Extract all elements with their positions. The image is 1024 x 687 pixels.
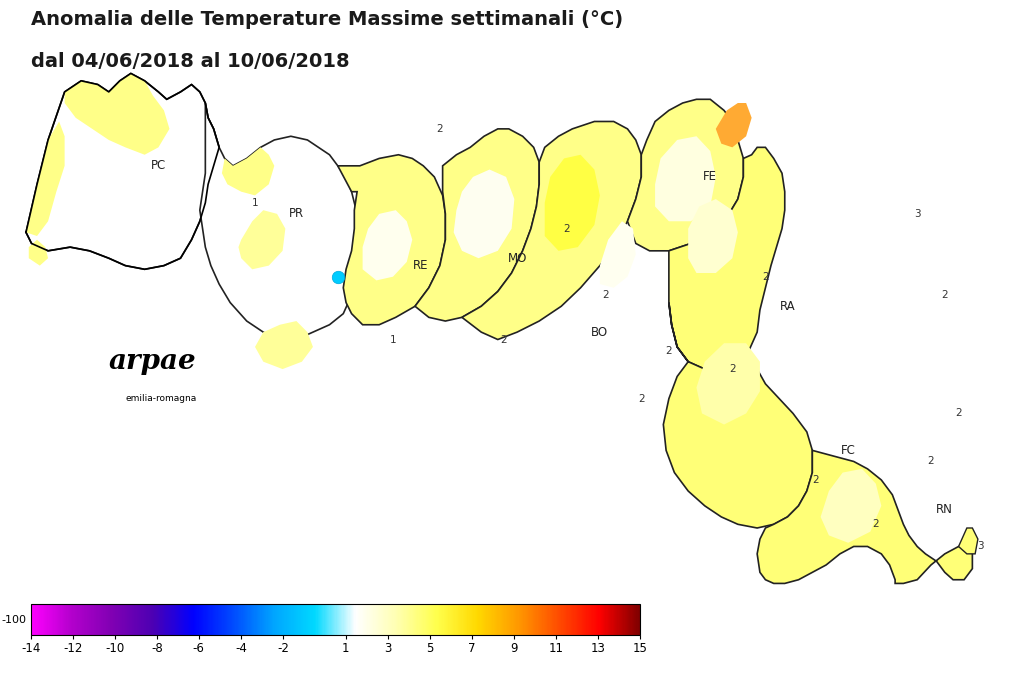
- Text: 2: 2: [563, 224, 570, 234]
- Polygon shape: [958, 528, 978, 554]
- Text: RN: RN: [936, 503, 953, 516]
- Text: Anomalia delle Temperature Massime settimanali (°C): Anomalia delle Temperature Massime setti…: [31, 10, 623, 30]
- Polygon shape: [65, 74, 169, 155]
- Polygon shape: [696, 344, 760, 425]
- Text: 2: 2: [500, 335, 507, 344]
- Text: 2: 2: [941, 290, 948, 300]
- Polygon shape: [338, 155, 445, 325]
- Polygon shape: [757, 451, 973, 583]
- Text: 2: 2: [812, 475, 818, 485]
- Text: 3: 3: [913, 209, 921, 219]
- Text: 2: 2: [928, 456, 934, 466]
- Polygon shape: [716, 103, 752, 147]
- Polygon shape: [362, 210, 413, 280]
- Polygon shape: [239, 210, 286, 269]
- Text: RE: RE: [413, 259, 428, 272]
- Text: 1: 1: [252, 198, 258, 207]
- Polygon shape: [26, 74, 219, 269]
- Polygon shape: [669, 147, 784, 369]
- Polygon shape: [600, 221, 636, 288]
- Text: 2: 2: [638, 394, 644, 404]
- Text: -100: -100: [2, 615, 27, 624]
- Polygon shape: [628, 100, 743, 251]
- Text: arpae: arpae: [109, 348, 197, 375]
- Polygon shape: [200, 103, 359, 339]
- Text: dal 04/06/2018 al 10/06/2018: dal 04/06/2018 al 10/06/2018: [31, 52, 349, 71]
- Polygon shape: [688, 199, 738, 273]
- Text: 2: 2: [436, 124, 443, 134]
- Text: 2: 2: [872, 519, 880, 529]
- Polygon shape: [820, 469, 882, 543]
- Text: 2: 2: [955, 409, 962, 418]
- Text: emilia-romagna: emilia-romagna: [125, 394, 197, 403]
- Text: FC: FC: [841, 444, 856, 457]
- Polygon shape: [545, 155, 600, 251]
- Text: 2: 2: [729, 364, 735, 374]
- Text: 3: 3: [977, 541, 984, 552]
- Polygon shape: [29, 240, 48, 266]
- Polygon shape: [655, 136, 716, 221]
- Polygon shape: [26, 122, 65, 236]
- Text: MO: MO: [508, 251, 526, 264]
- Polygon shape: [462, 122, 641, 339]
- Polygon shape: [454, 170, 514, 258]
- Text: PC: PC: [151, 159, 166, 172]
- Polygon shape: [255, 321, 313, 369]
- Polygon shape: [415, 129, 540, 321]
- Polygon shape: [664, 302, 812, 528]
- Text: 2: 2: [602, 290, 608, 300]
- Text: 2: 2: [762, 271, 769, 282]
- Polygon shape: [222, 147, 274, 195]
- Text: 1: 1: [390, 335, 396, 344]
- Text: RA: RA: [779, 300, 796, 313]
- Text: BO: BO: [591, 326, 608, 339]
- Text: 2: 2: [666, 346, 672, 356]
- Text: FE: FE: [703, 170, 717, 183]
- Text: PR: PR: [289, 207, 304, 221]
